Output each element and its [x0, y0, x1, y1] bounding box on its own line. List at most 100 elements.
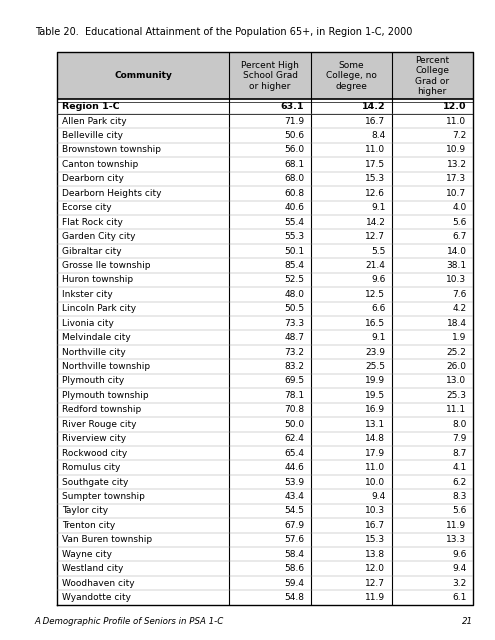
- Text: 78.1: 78.1: [284, 391, 304, 400]
- Text: 40.6: 40.6: [284, 204, 304, 212]
- Text: 21.4: 21.4: [365, 261, 386, 270]
- Text: 11.1: 11.1: [446, 405, 466, 414]
- Text: 6.7: 6.7: [452, 232, 466, 241]
- Text: 83.2: 83.2: [284, 362, 304, 371]
- Text: 54.8: 54.8: [284, 593, 304, 602]
- Text: 5.5: 5.5: [371, 246, 386, 255]
- Text: 17.3: 17.3: [446, 174, 466, 183]
- Text: Huron township: Huron township: [62, 275, 133, 284]
- Text: Plymouth township: Plymouth township: [62, 391, 148, 400]
- Text: Belleville city: Belleville city: [62, 131, 123, 140]
- Text: Van Buren township: Van Buren township: [62, 535, 152, 545]
- Text: Dearborn Heights city: Dearborn Heights city: [62, 189, 161, 198]
- Text: 13.1: 13.1: [365, 420, 386, 429]
- Text: 13.0: 13.0: [446, 376, 466, 385]
- Text: 26.0: 26.0: [446, 362, 466, 371]
- Text: 65.4: 65.4: [284, 449, 304, 458]
- Text: 59.4: 59.4: [284, 579, 304, 588]
- Text: 3.2: 3.2: [452, 579, 466, 588]
- Text: Percent
College
Grad or
higher: Percent College Grad or higher: [415, 56, 449, 96]
- Text: 12.7: 12.7: [365, 579, 386, 588]
- Text: 16.7: 16.7: [365, 116, 386, 125]
- Text: Dearborn city: Dearborn city: [62, 174, 124, 183]
- Text: 68.1: 68.1: [284, 160, 304, 169]
- Bar: [57, 52, 473, 99]
- Text: 19.9: 19.9: [365, 376, 386, 385]
- Text: 4.2: 4.2: [452, 304, 466, 314]
- Text: Wyandotte city: Wyandotte city: [62, 593, 131, 602]
- Text: A Demographic Profile of Seniors in PSA 1-C: A Demographic Profile of Seniors in PSA …: [35, 617, 224, 626]
- Text: 67.9: 67.9: [284, 521, 304, 530]
- Text: 5.6: 5.6: [452, 218, 466, 227]
- Text: 13.3: 13.3: [446, 535, 466, 545]
- Text: 73.3: 73.3: [284, 319, 304, 328]
- Text: 8.7: 8.7: [452, 449, 466, 458]
- Text: 68.0: 68.0: [284, 174, 304, 183]
- Text: 5.6: 5.6: [452, 506, 466, 515]
- Text: 44.6: 44.6: [285, 463, 304, 472]
- Text: 11.9: 11.9: [446, 521, 466, 530]
- Text: 50.6: 50.6: [284, 131, 304, 140]
- Text: Woodhaven city: Woodhaven city: [62, 579, 135, 588]
- Text: Inkster city: Inkster city: [62, 290, 113, 299]
- Text: 9.1: 9.1: [371, 204, 386, 212]
- Text: 15.3: 15.3: [365, 535, 386, 545]
- Text: 6.1: 6.1: [452, 593, 466, 602]
- Text: 14.2: 14.2: [362, 102, 386, 111]
- Text: 11.0: 11.0: [446, 116, 466, 125]
- Text: 12.0: 12.0: [443, 102, 466, 111]
- Text: Garden City city: Garden City city: [62, 232, 136, 241]
- Text: Plymouth city: Plymouth city: [62, 376, 124, 385]
- Text: Riverview city: Riverview city: [62, 435, 126, 444]
- Text: 18.4: 18.4: [446, 319, 466, 328]
- Text: 73.2: 73.2: [284, 348, 304, 356]
- Text: 19.5: 19.5: [365, 391, 386, 400]
- Text: 8.3: 8.3: [452, 492, 466, 501]
- Text: 43.4: 43.4: [285, 492, 304, 501]
- Text: 17.9: 17.9: [365, 449, 386, 458]
- Text: 58.4: 58.4: [284, 550, 304, 559]
- Text: 48.0: 48.0: [284, 290, 304, 299]
- Text: Allen Park city: Allen Park city: [62, 116, 127, 125]
- Text: Northville city: Northville city: [62, 348, 126, 356]
- Text: 25.5: 25.5: [365, 362, 386, 371]
- Text: 14.8: 14.8: [365, 435, 386, 444]
- Text: 56.0: 56.0: [284, 145, 304, 154]
- Text: 50.0: 50.0: [284, 420, 304, 429]
- Text: 7.2: 7.2: [452, 131, 466, 140]
- Text: 16.5: 16.5: [365, 319, 386, 328]
- Text: 4.1: 4.1: [452, 463, 466, 472]
- Text: Community: Community: [114, 72, 172, 81]
- Text: 50.1: 50.1: [284, 246, 304, 255]
- Text: Livonia city: Livonia city: [62, 319, 114, 328]
- Text: Canton township: Canton township: [62, 160, 138, 169]
- Text: 7.9: 7.9: [452, 435, 466, 444]
- Text: 9.4: 9.4: [452, 564, 466, 573]
- Text: Melvindale city: Melvindale city: [62, 333, 131, 342]
- Text: 48.7: 48.7: [284, 333, 304, 342]
- Text: 17.5: 17.5: [365, 160, 386, 169]
- Text: Lincoln Park city: Lincoln Park city: [62, 304, 136, 314]
- Text: Grosse Ile township: Grosse Ile township: [62, 261, 150, 270]
- Text: Wayne city: Wayne city: [62, 550, 112, 559]
- Text: Romulus city: Romulus city: [62, 463, 120, 472]
- Text: 69.5: 69.5: [284, 376, 304, 385]
- Text: Ecorse city: Ecorse city: [62, 204, 111, 212]
- Text: 70.8: 70.8: [284, 405, 304, 414]
- Text: 10.3: 10.3: [365, 506, 386, 515]
- Text: Trenton city: Trenton city: [62, 521, 115, 530]
- Text: 9.1: 9.1: [371, 333, 386, 342]
- Text: 6.6: 6.6: [371, 304, 386, 314]
- Text: 11.9: 11.9: [365, 593, 386, 602]
- Text: 9.6: 9.6: [371, 275, 386, 284]
- Text: 9.4: 9.4: [371, 492, 386, 501]
- Text: 10.7: 10.7: [446, 189, 466, 198]
- Text: 62.4: 62.4: [285, 435, 304, 444]
- Text: Gibraltar city: Gibraltar city: [62, 246, 122, 255]
- Text: 10.9: 10.9: [446, 145, 466, 154]
- Text: River Rouge city: River Rouge city: [62, 420, 137, 429]
- Text: 12.0: 12.0: [365, 564, 386, 573]
- Text: 12.7: 12.7: [365, 232, 386, 241]
- Text: 14.0: 14.0: [446, 246, 466, 255]
- Text: Rockwood city: Rockwood city: [62, 449, 127, 458]
